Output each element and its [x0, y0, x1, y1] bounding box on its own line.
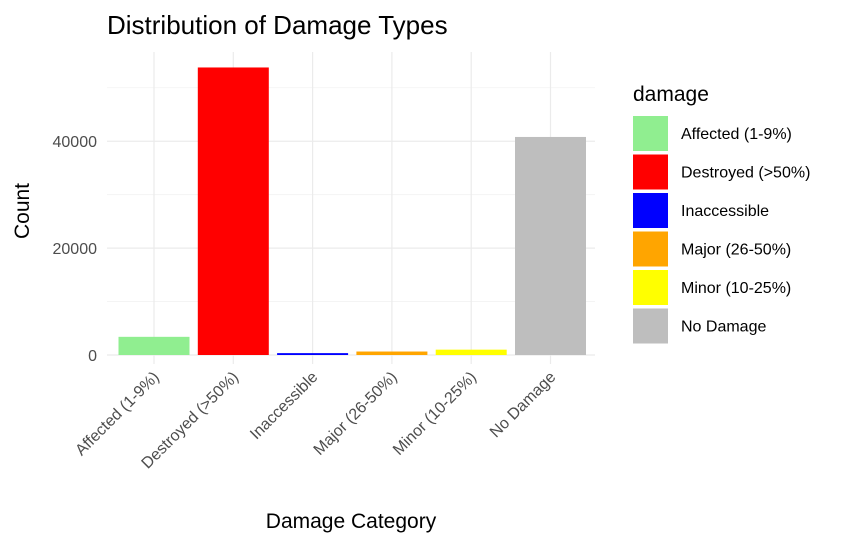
bar [356, 352, 427, 355]
legend-key [633, 155, 668, 190]
legend-key [633, 309, 668, 344]
bar [277, 353, 348, 355]
y-axis-title: Count [11, 183, 34, 239]
x-tick-label: Major (26-50%) [311, 369, 401, 459]
x-axis-title: Damage Category [266, 510, 437, 533]
legend-key [633, 232, 668, 267]
legend-items: Affected (1-9%) Destroyed (>50%) Inaccessi… [633, 116, 810, 344]
legend-label: Major (26-50%) [681, 242, 791, 259]
legend-key [633, 270, 668, 305]
y-tick-label: 0 [88, 348, 97, 365]
bars [119, 67, 587, 355]
legend-key [633, 193, 668, 228]
chart-title: Distribution of Damage Types [107, 10, 448, 40]
x-axis-ticks: Affected (1-9%)Destroyed (>50%)Inaccessi… [72, 369, 559, 473]
x-tick-label: No Damage [487, 369, 559, 441]
legend-label: No Damage [681, 319, 766, 336]
bar [436, 350, 507, 355]
x-tick-label: Inaccessible [247, 369, 321, 443]
legend-key [633, 116, 668, 151]
legend-label: Destroyed (>50%) [681, 165, 810, 182]
bar [119, 337, 190, 355]
y-tick-label: 40000 [53, 134, 98, 151]
legend-title: damage [633, 83, 709, 106]
legend-label: Affected (1-9%) [681, 126, 792, 143]
bar [515, 137, 586, 355]
legend: damage Affected (1-9%) Destroyed (>50%) In… [633, 83, 810, 344]
legend-label: Inaccessible [681, 203, 769, 220]
bar [198, 67, 269, 355]
y-tick-label: 20000 [53, 241, 98, 258]
y-axis-ticks: 0 20000 40000 [53, 134, 98, 365]
legend-label: Minor (10-25%) [681, 280, 791, 297]
x-tick-label: Affected (1-9%) [72, 369, 162, 459]
x-tick-label: Minor (10-25%) [390, 369, 480, 459]
